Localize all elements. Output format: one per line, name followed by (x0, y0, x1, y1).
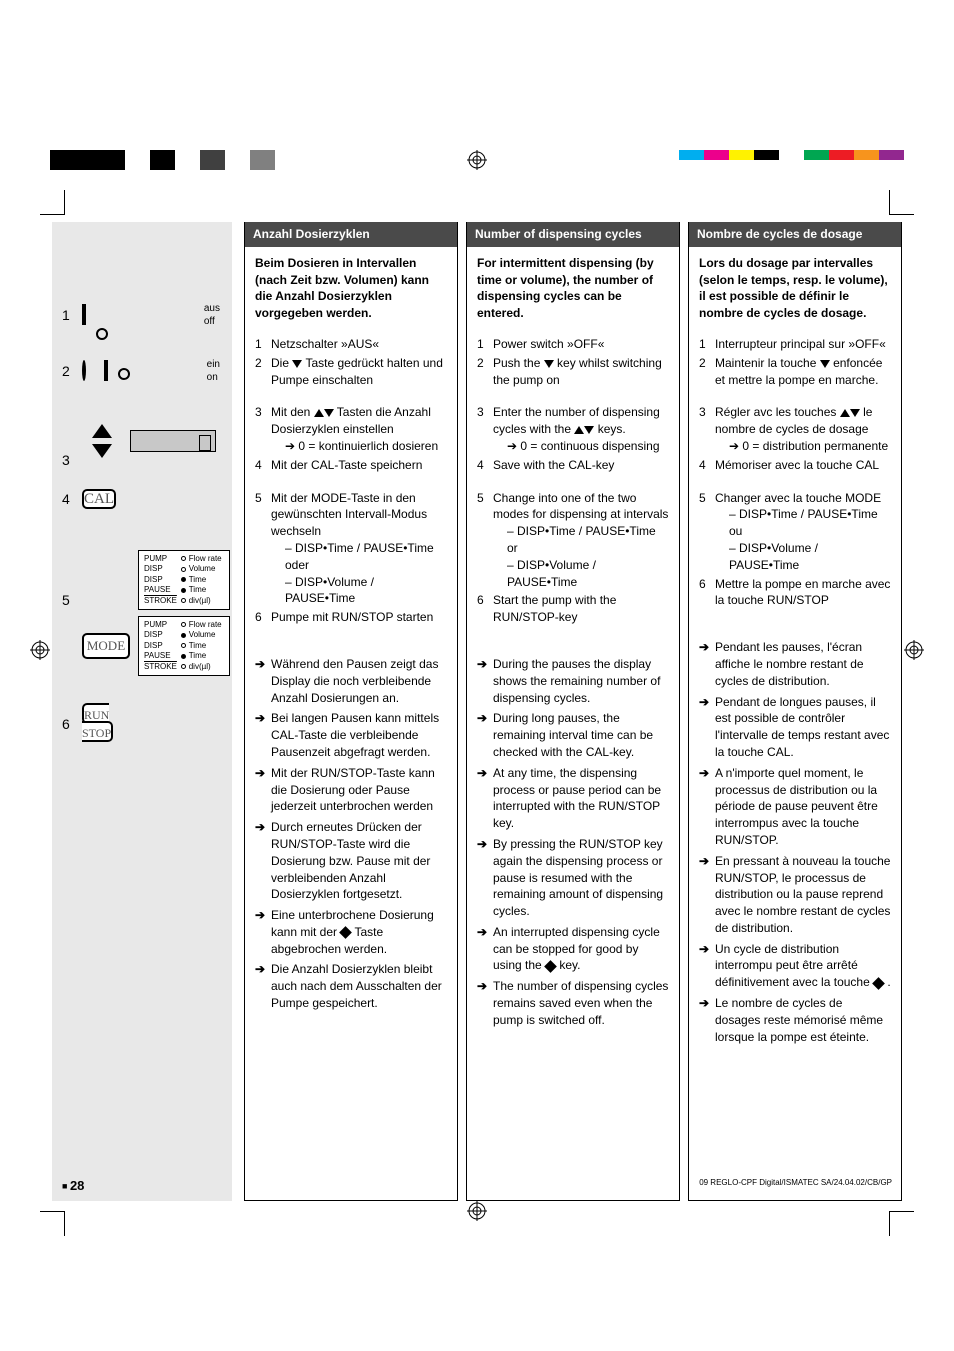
page-content: 1 aus off 2 ein on 3 4 CAL 5 (52, 222, 902, 1201)
step-number: 1 (62, 307, 70, 323)
note-item: ➔By pressing the RUN/STOP key again the … (477, 836, 669, 920)
column-header: Nombre de cycles de dosage (689, 222, 901, 247)
step-6-runstop: 6 RUNSTOP (64, 706, 220, 742)
note-item: ➔The number of dispensing cycles remains… (477, 978, 669, 1028)
print-registration-top (0, 150, 954, 180)
note-item: ➔An interrupted dispensing cycle can be … (477, 924, 669, 974)
illustration-sidebar: 1 aus off 2 ein on 3 4 CAL 5 (52, 222, 232, 1201)
crop-mark (889, 190, 914, 215)
label-aus: aus (204, 303, 220, 314)
note-item: ➔En pressant à nouveau la touche RUN/STO… (699, 853, 891, 937)
note-item: ➔A n'importe quel moment, le processus d… (699, 765, 891, 849)
note-item: ➔Durch erneutes Drücken der RUN/STOP-Tas… (255, 819, 447, 903)
power-switch-off-icon (82, 304, 86, 325)
column-header: Anzahl Dosierzyklen (245, 222, 457, 247)
note-item: ➔At any time, the dispensing process or … (477, 765, 669, 832)
power-switch-on-icon (104, 360, 108, 381)
note-item: ➔Bei langen Pausen kann mittels CAL-Tast… (255, 710, 447, 760)
note-item: ➔During long pauses, the remaining inter… (477, 710, 669, 760)
column-french: Nombre de cycles de dosage Lors du dosage… (688, 222, 902, 1201)
page-footer: 28 09 REGLO-CPF Digital/ISMATEC SA/24.04… (62, 1178, 892, 1193)
note-item: ➔Pendant de longues pauses, il est possi… (699, 694, 891, 761)
step-item: 1Interrupteur principal sur »OFF« (699, 336, 891, 353)
note-item: ➔During the pauses the display shows the… (477, 656, 669, 706)
step-item: 6Start the pump with the RUN/STOP-key (477, 592, 669, 626)
intro-text: Lors du dosage par intervalles (selon le… (699, 255, 891, 322)
registration-target-icon (30, 640, 50, 660)
registration-target-icon (904, 640, 924, 660)
note-item: ➔Eine unterbrochene Dosierung kann mit d… (255, 907, 447, 957)
crop-mark (40, 190, 65, 215)
column-german: Anzahl Dosierzyklen Beim Dosieren in Inte… (244, 222, 458, 1201)
step-item: 2Maintenir la touche enfoncée et mettre … (699, 355, 891, 389)
label-off: off (204, 316, 215, 327)
step-item: 2Die Taste gedrückt halten und Pumpe ein… (255, 355, 447, 389)
footer-text: 09 REGLO-CPF Digital/ISMATEC SA/24.04.02… (699, 1178, 892, 1193)
step-item: 4Mémoriser avec la touche CAL (699, 457, 891, 474)
step-3-updown: 3 (64, 424, 220, 458)
step-item: 4Save with the CAL-key (477, 457, 669, 474)
note-item: ➔Pendant les pauses, l'écran affiche le … (699, 639, 891, 689)
step-number: 5 (62, 592, 70, 608)
step-item: 3Enter the number of dispensing cycles w… (477, 404, 669, 454)
step-item: 3Mit den Tasten die Anzahl Dosierzyklen … (255, 404, 447, 454)
step-item: 5Changer avec la touche MODE– DISP•Time … (699, 490, 891, 574)
page-number: 28 (62, 1178, 84, 1193)
label-on: on (207, 372, 218, 383)
step-item: 1Power switch »OFF« (477, 336, 669, 353)
step-number: 2 (62, 363, 70, 379)
intro-text: For intermittent dispensing (by time or … (477, 255, 669, 322)
note-item: ➔Während den Pausen zeigt das Display di… (255, 656, 447, 706)
step-1-switch-off: 1 aus off (64, 302, 220, 328)
step-item: 1Netzschalter »AUS« (255, 336, 447, 353)
knob-icon (82, 360, 86, 381)
step-5-mode: 5 PUMPFlow rateDISPVolumeDISPTimePAUSETi… (64, 550, 220, 676)
step-number: 4 (62, 491, 70, 507)
runstop-button-icon: RUNSTOP (82, 703, 113, 742)
crop-mark (889, 1211, 914, 1236)
label-ein: ein (207, 359, 220, 370)
text-columns: Anzahl Dosierzyklen Beim Dosieren in Inte… (232, 222, 902, 1201)
note-item: ➔Die Anzahl Dosierzyklen bleibt auch nac… (255, 961, 447, 1011)
mode-indicator-box: PUMPFlow rateDISPVolumeDISPTimePAUSETime… (138, 550, 230, 610)
step-item: 5Change into one of the two modes for di… (477, 490, 669, 591)
cal-button-icon: CAL (82, 489, 116, 509)
intro-text: Beim Dosieren in Intervallen (nach Zeit … (255, 255, 447, 322)
display-icon (130, 430, 216, 452)
column-header: Number of dispensing cycles (467, 222, 679, 247)
step-number: 6 (62, 716, 70, 732)
step-item: 5Mit der MODE-Taste in den gewünschten I… (255, 490, 447, 608)
step-item: 2Push the key whilst switching the pump … (477, 355, 669, 389)
step-4-cal: 4 CAL (64, 488, 220, 510)
arrow-keys-icon (82, 424, 122, 458)
note-item: ➔Un cycle de distribution interrompu peu… (699, 941, 891, 991)
step-item: 6Mettre la pompe en marche avec la touch… (699, 576, 891, 610)
mode-indicator-box: PUMPFlow rateDISPVolumeDISPTimePAUSETime… (138, 616, 230, 676)
note-item: ➔Le nombre de cycles de dosages reste mé… (699, 995, 891, 1045)
step-2-switch-on: 2 ein on (64, 358, 220, 384)
step-number: 3 (62, 452, 70, 468)
column-english: Number of dispensing cycles For intermitt… (466, 222, 680, 1201)
step-item: 4Mit der CAL-Taste speichern (255, 457, 447, 474)
registration-target-icon (467, 1201, 487, 1221)
step-item: 3Régler avc les touches le nombre de cyc… (699, 404, 891, 454)
step-item: 6Pumpe mit RUN/STOP starten (255, 609, 447, 626)
mode-button-icon: MODE (82, 633, 130, 659)
registration-target-icon (467, 150, 487, 170)
note-item: ➔Mit der RUN/STOP-Taste kann die Dosieru… (255, 765, 447, 815)
crop-mark (40, 1211, 65, 1236)
